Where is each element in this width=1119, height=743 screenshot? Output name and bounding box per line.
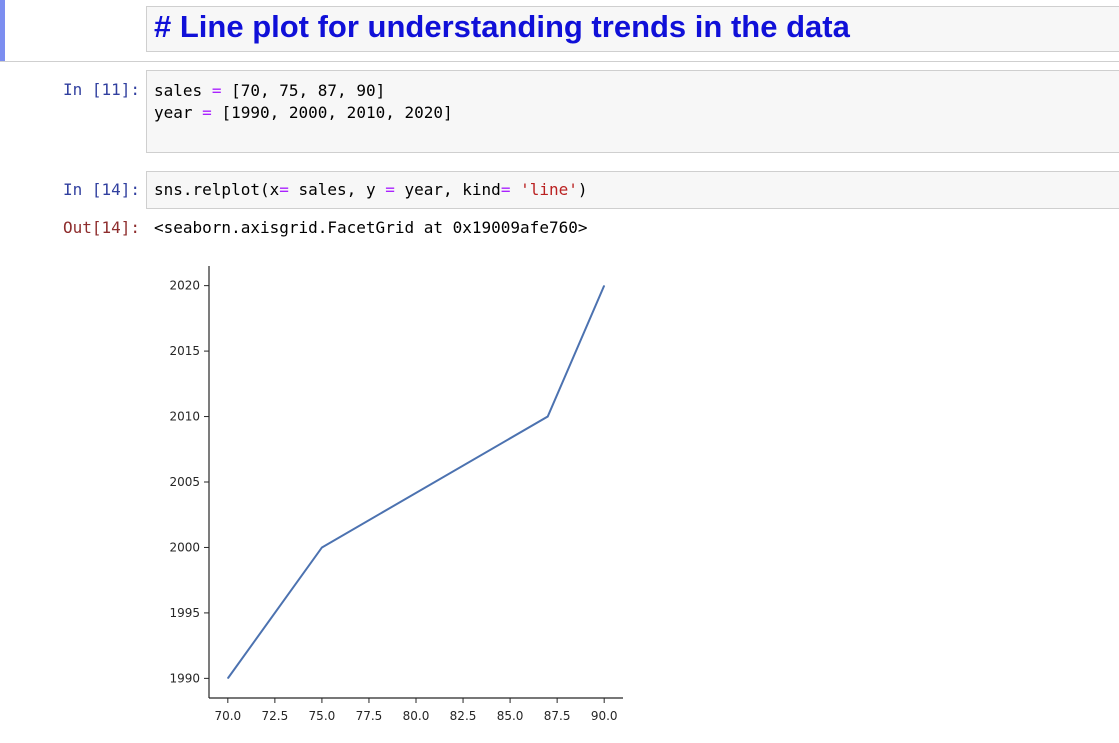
code-args: sales, y	[288, 180, 386, 199]
code-var-year: year	[154, 103, 193, 122]
x-tick-label: 90.0	[591, 709, 618, 723]
code-operator: =	[202, 103, 212, 122]
code-args: year, kind	[394, 180, 501, 199]
data-point	[603, 285, 605, 287]
x-tick-label: 77.5	[356, 709, 383, 723]
x-tick-label: 85.0	[497, 709, 524, 723]
x-tick-label: 72.5	[262, 709, 289, 723]
code-operator: =	[500, 180, 511, 199]
x-tick-label: 70.0	[214, 709, 241, 723]
code-space	[510, 180, 520, 199]
code-string: 'line'	[520, 180, 578, 199]
x-tick-label: 82.5	[450, 709, 477, 723]
code-operator: =	[279, 180, 289, 199]
y-tick-label: 2000	[169, 540, 200, 554]
data-point	[227, 677, 229, 679]
code-call: sns.relplot(x	[154, 180, 280, 199]
data-point	[547, 416, 549, 418]
code-operator: =	[385, 180, 395, 199]
markdown-cell[interactable]: # Line plot for understanding trends in …	[0, 0, 1119, 62]
y-tick-label: 2015	[169, 344, 200, 358]
x-tick-label: 87.5	[544, 709, 571, 723]
input-prompt-14: In [14]:	[62, 180, 140, 199]
markdown-heading: # Line plot for understanding trends in …	[154, 9, 850, 44]
x-tick-label: 80.0	[403, 709, 430, 723]
line-plot: 70.0 72.5 75.0 77.5 80.0 82.5 85.0 87.5 90.0 1990…	[169, 266, 623, 723]
input-prompt-11: In [11]:	[62, 80, 140, 99]
code-operator: =	[211, 81, 222, 100]
markdown-cell-area[interactable]: # Line plot for understanding trends in …	[146, 6, 1119, 52]
y-tick-label: 2005	[169, 475, 200, 489]
output-prompt-14: Out[14]:	[62, 218, 140, 237]
code-value-sales: [70, 75, 87, 90]	[231, 81, 386, 100]
code-cell-14[interactable]: sns.relplot(x= sales, y = year, kind= 'l…	[146, 171, 1119, 209]
code-line-relplot: sns.relplot(x= sales, y = year, kind= 'l…	[154, 179, 588, 201]
data-point	[321, 546, 323, 548]
series-line	[227, 285, 606, 679]
y-tick-label: 1990	[169, 671, 200, 685]
code-cell-11[interactable]: sales = [70, 75, 87, 90] year = [1990, 2…	[146, 70, 1119, 153]
x-tick-label: 75.0	[309, 709, 336, 723]
code-close-paren: )	[577, 180, 588, 199]
code-var-sales: sales	[154, 81, 203, 100]
cell-output-text: <seaborn.axisgrid.FacetGrid at 0x19009af…	[154, 218, 588, 237]
selected-cell-indicator	[0, 0, 5, 61]
code-value-year: [1990, 2000, 2010, 2020]	[221, 103, 453, 122]
code-line-sales: sales = [70, 75, 87, 90]	[154, 80, 385, 102]
y-tick-label: 1995	[169, 606, 200, 620]
y-tick-label: 2010	[169, 410, 200, 424]
code-line-year: year = [1990, 2000, 2010, 2020]	[154, 102, 453, 124]
y-tick-label: 2020	[169, 279, 200, 293]
